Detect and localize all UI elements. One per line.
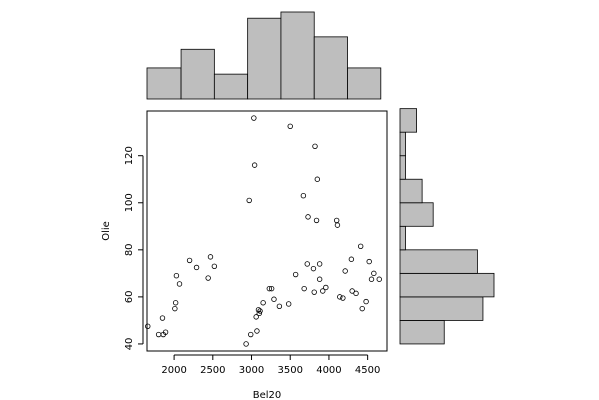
- data-point: [320, 288, 326, 294]
- data-point: [257, 308, 263, 314]
- x-tick-label: 3000: [239, 365, 264, 376]
- data-point: [310, 265, 317, 272]
- x-histogram-bar: [247, 17, 282, 100]
- data-point: [316, 276, 323, 282]
- data-point: [340, 295, 346, 301]
- data-point: [305, 214, 311, 220]
- data-point: [246, 197, 252, 204]
- y-histogram-bar: [399, 296, 484, 321]
- data-point: [371, 270, 377, 277]
- data-point: [243, 341, 249, 347]
- data-point: [145, 323, 151, 329]
- x-histogram-bar: [347, 67, 382, 100]
- data-point: [255, 307, 262, 313]
- data-point: [304, 261, 310, 267]
- data-point: [162, 329, 169, 335]
- y-histogram-bar: [399, 178, 423, 204]
- scatter-points: [145, 115, 382, 347]
- data-point: [285, 301, 292, 307]
- data-point: [357, 243, 364, 249]
- y-tick-label: 60: [124, 291, 135, 304]
- x-histogram-bar: [146, 67, 182, 100]
- data-point: [254, 328, 260, 334]
- data-point: [155, 331, 162, 338]
- y-histogram-bar: [399, 249, 478, 274]
- x-tick-label: 2500: [200, 365, 225, 376]
- data-point: [292, 271, 299, 278]
- y-tick-label: 120: [124, 146, 135, 165]
- y-histogram-bar: [399, 320, 445, 345]
- x-histogram-bar: [313, 36, 348, 100]
- data-point: [253, 314, 259, 320]
- data-point: [276, 303, 283, 309]
- data-point: [251, 115, 257, 121]
- x-histogram-bar: [280, 11, 315, 100]
- data-point: [376, 276, 382, 282]
- data-point: [359, 305, 365, 312]
- data-point: [312, 143, 318, 149]
- data-point: [186, 257, 193, 264]
- data-point: [268, 285, 275, 292]
- y-tick-label: 100: [124, 193, 135, 212]
- data-point: [260, 300, 266, 306]
- data-point: [333, 217, 340, 224]
- data-point: [353, 290, 359, 297]
- data-point: [342, 268, 348, 274]
- y-histogram-bar: [399, 202, 434, 227]
- data-point: [176, 281, 183, 287]
- data-point: [323, 284, 329, 291]
- x-tick-label: 4000: [316, 365, 341, 376]
- data-point: [256, 310, 262, 317]
- data-point: [334, 222, 341, 228]
- data-point: [173, 273, 180, 279]
- data-point: [271, 296, 277, 302]
- y-tick-label: 40: [124, 338, 135, 351]
- x-tick-label: 3500: [277, 365, 302, 376]
- data-point: [311, 289, 317, 295]
- data-point: [366, 258, 372, 265]
- y-histogram-bar: [399, 272, 495, 298]
- top-histogram: [146, 11, 382, 100]
- y-histogram-bar: [399, 225, 406, 251]
- data-point: [172, 300, 179, 306]
- data-point: [193, 264, 200, 271]
- plot-frame: [146, 110, 388, 352]
- x-axis-label: Bel20: [253, 390, 282, 400]
- data-point: [349, 288, 355, 294]
- x-histogram-bar: [213, 73, 249, 100]
- data-point: [248, 331, 254, 338]
- y-histogram-bar: [399, 108, 417, 133]
- data-point: [159, 315, 166, 321]
- x-histogram-bar: [180, 48, 215, 100]
- data-point: [251, 162, 258, 168]
- y-axis-label: Olie: [101, 221, 112, 241]
- y-histogram-bar: [399, 131, 406, 157]
- data-point: [314, 176, 321, 182]
- data-point: [313, 217, 320, 224]
- x-axis: 2000 2500 3000 3500 4000 4500: [161, 354, 380, 376]
- data-point: [172, 305, 178, 312]
- data-point: [207, 254, 214, 260]
- data-point: [363, 298, 369, 305]
- data-point: [205, 275, 211, 281]
- x-tick-label: 2000: [161, 365, 186, 376]
- data-point: [211, 263, 218, 269]
- data-point: [316, 261, 323, 267]
- y-tick-label: 80: [124, 243, 135, 256]
- data-point: [337, 294, 343, 300]
- y-histogram-bar: [399, 155, 406, 180]
- y-axis: 40 60 80 100 120: [124, 146, 144, 351]
- data-point: [287, 123, 293, 129]
- data-point: [348, 256, 355, 262]
- x-tick-label: 4500: [355, 365, 380, 376]
- right-histogram: [399, 108, 495, 345]
- data-point: [301, 285, 307, 292]
- data-point: [300, 193, 307, 199]
- data-point: [266, 285, 273, 292]
- data-point: [368, 276, 375, 282]
